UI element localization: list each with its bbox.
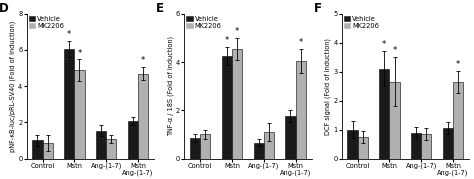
Bar — [421, 134, 431, 159]
Bar — [96, 130, 106, 159]
Bar — [264, 132, 274, 159]
Text: *: * — [299, 38, 303, 47]
Text: *: * — [235, 27, 239, 36]
Text: *: * — [456, 60, 460, 69]
Bar — [254, 143, 264, 159]
Text: *: * — [67, 30, 72, 40]
Bar — [390, 82, 400, 159]
Bar — [232, 49, 242, 159]
Y-axis label: pNF-κB-luc/pRL-SV40 (Fold of induction): pNF-κB-luc/pRL-SV40 (Fold of induction) — [9, 21, 16, 152]
Text: E: E — [156, 2, 164, 15]
Text: D: D — [0, 2, 8, 15]
Bar — [138, 74, 148, 159]
Text: *: * — [141, 56, 145, 65]
Bar — [357, 137, 368, 159]
Bar — [379, 69, 390, 159]
Bar — [453, 82, 463, 159]
Legend: Vehicle, MK2206: Vehicle, MK2206 — [343, 15, 380, 30]
Bar — [128, 121, 138, 159]
Bar — [296, 61, 306, 159]
Bar — [64, 49, 74, 159]
Text: *: * — [392, 46, 397, 55]
Y-axis label: TNF-α / 18S (Fold of induction): TNF-α / 18S (Fold of induction) — [167, 36, 173, 136]
Bar — [285, 116, 296, 159]
Bar — [32, 141, 43, 159]
Bar — [190, 138, 200, 159]
Text: F: F — [314, 2, 321, 15]
Text: *: * — [225, 36, 229, 45]
Bar — [43, 143, 53, 159]
Y-axis label: DCF signal (Fold of induction): DCF signal (Fold of induction) — [325, 38, 331, 135]
Bar — [411, 132, 421, 159]
Bar — [200, 134, 210, 159]
Legend: Vehicle, MK2206: Vehicle, MK2206 — [185, 15, 222, 30]
Bar — [443, 128, 453, 159]
Bar — [106, 139, 117, 159]
Bar — [222, 56, 232, 159]
Text: *: * — [77, 49, 82, 58]
Bar — [347, 130, 357, 159]
Legend: Vehicle, MK2206: Vehicle, MK2206 — [28, 15, 65, 30]
Text: *: * — [382, 40, 386, 49]
Bar — [74, 70, 84, 159]
